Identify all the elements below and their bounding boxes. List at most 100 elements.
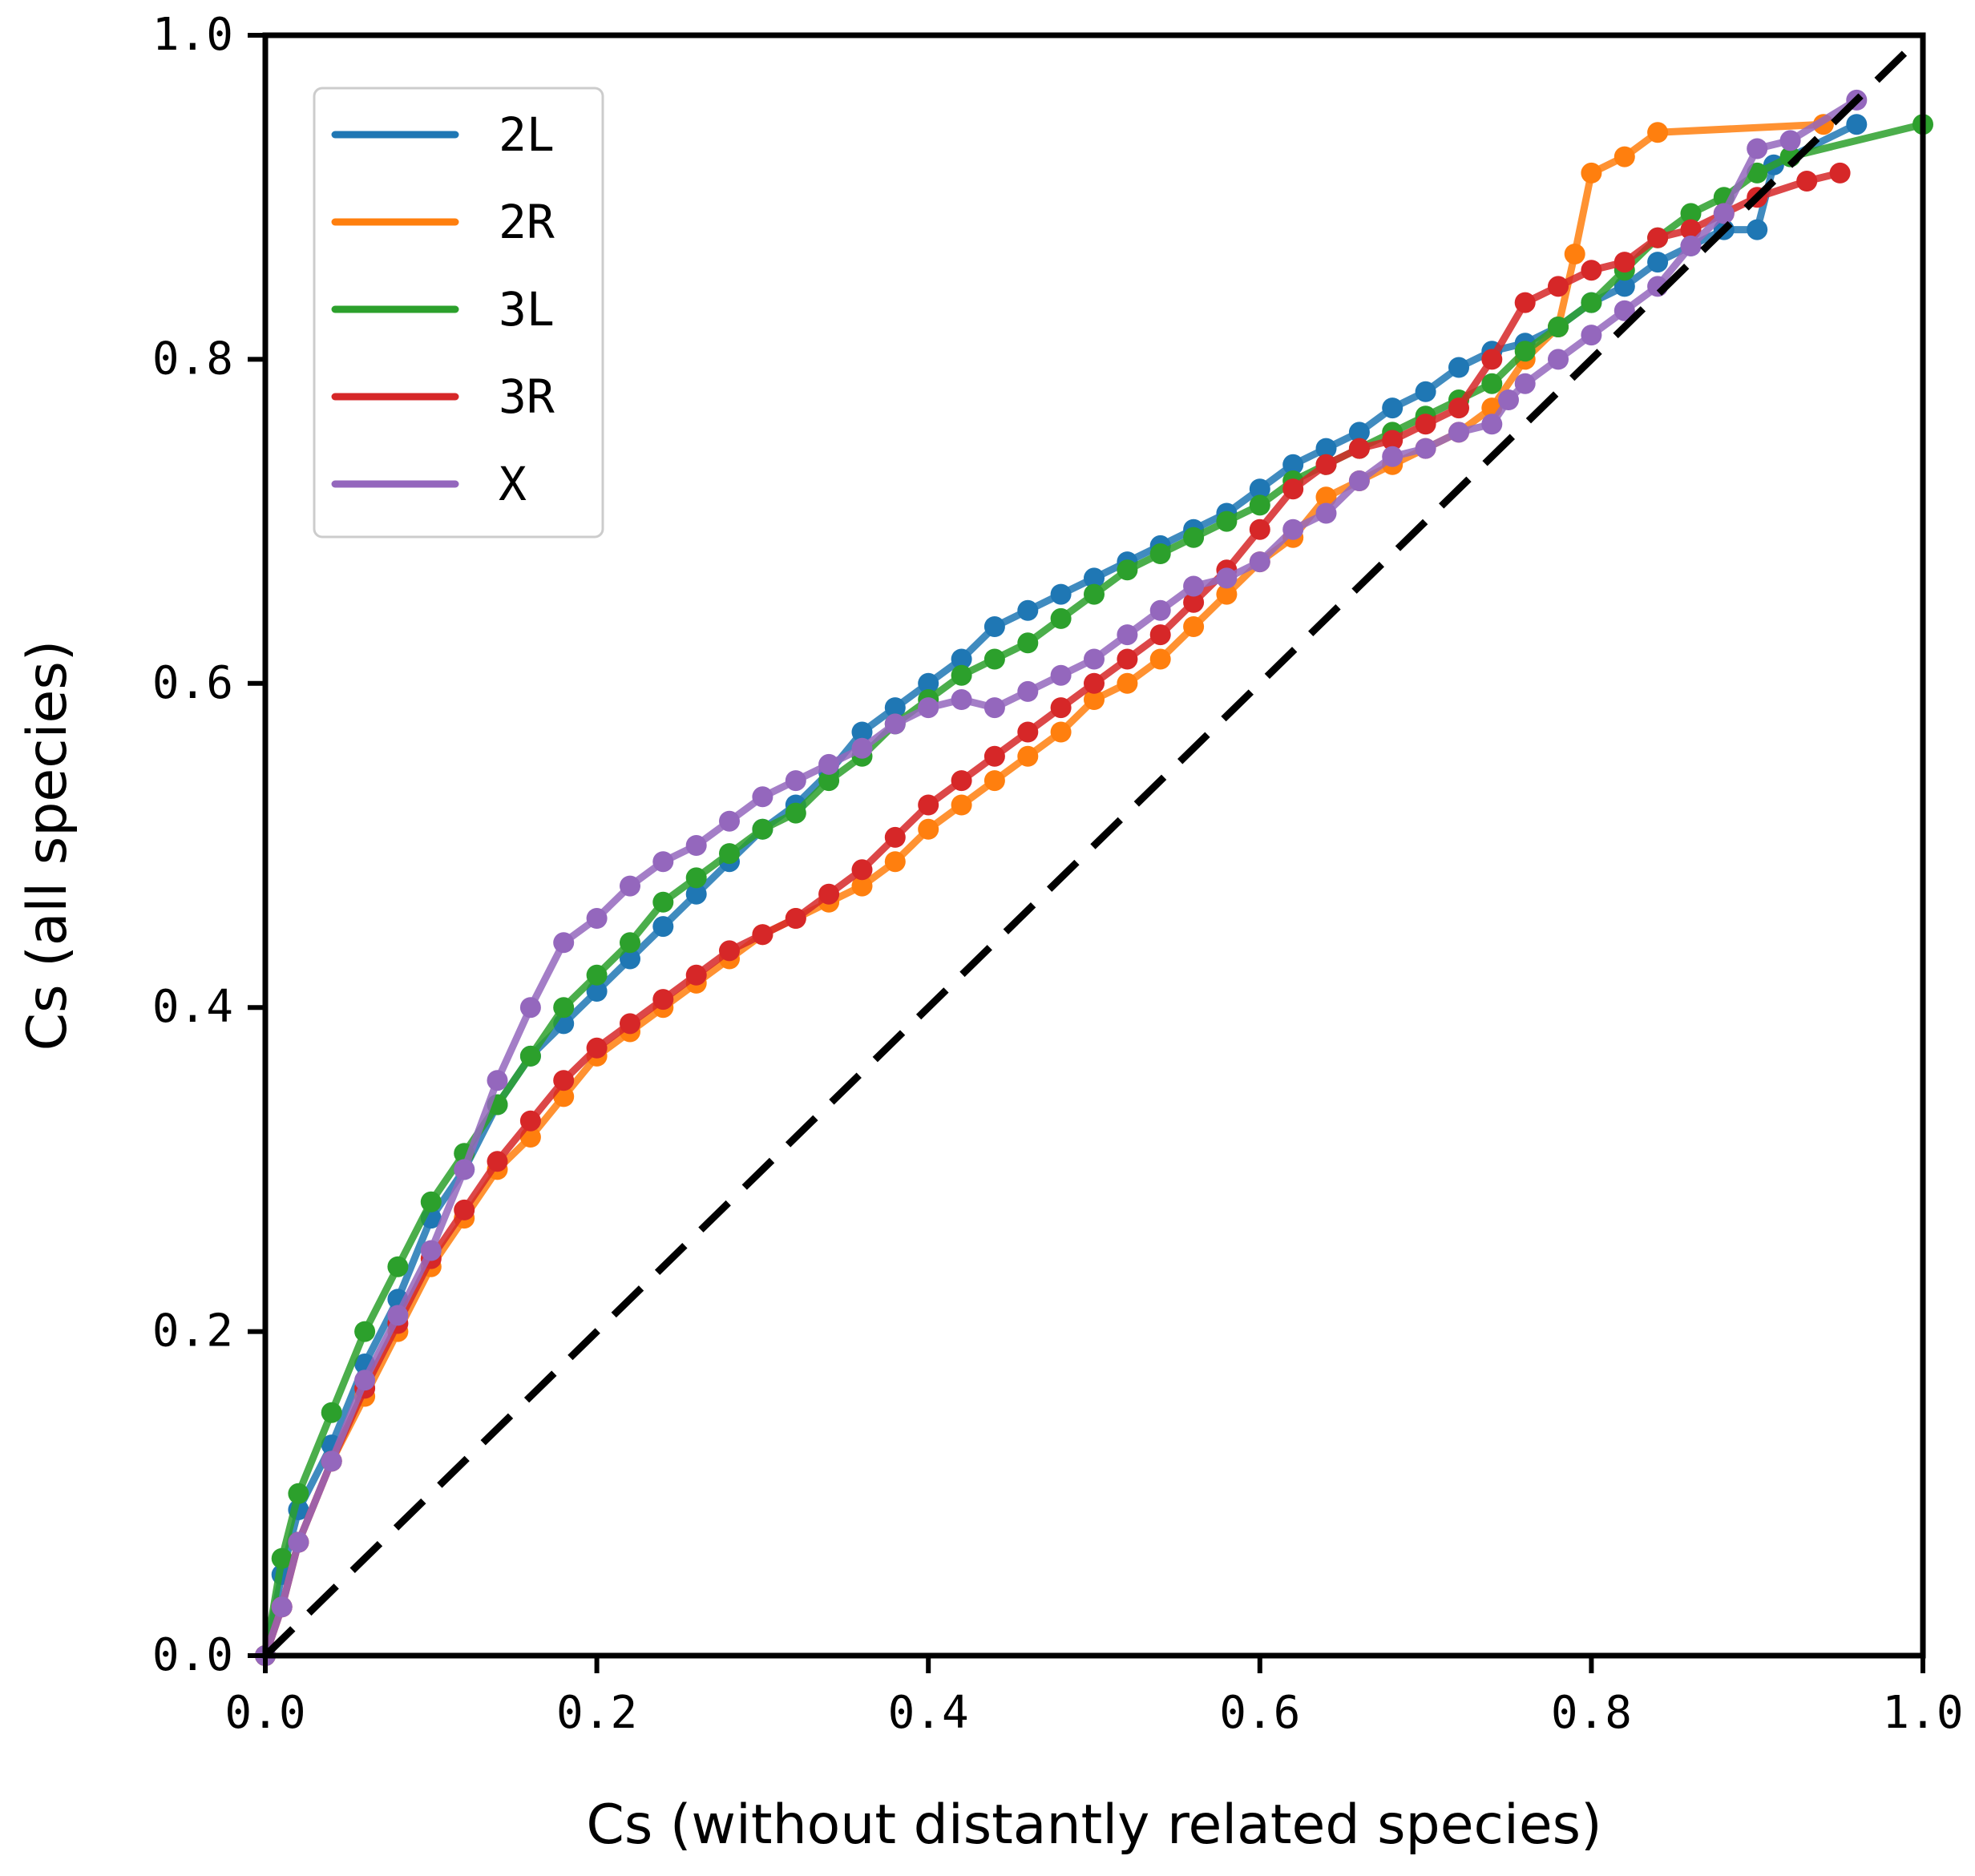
legend: 2L 2R 3L 3R X (313, 87, 604, 539)
data-point-X (454, 1159, 475, 1180)
data-point-X (586, 908, 608, 929)
legend-label-2R: 2R (499, 195, 555, 249)
data-point-3L (288, 1483, 309, 1504)
data-point-2R (1117, 672, 1138, 694)
data-point-3R (487, 1151, 508, 1172)
data-point-3L (1216, 510, 1238, 532)
data-point-2L (1448, 357, 1469, 378)
data-point-3L (719, 843, 740, 865)
data-point-3L (387, 1256, 409, 1277)
data-point-X (1614, 300, 1635, 321)
data-point-3L (1581, 292, 1602, 313)
data-point-X (818, 753, 840, 775)
data-point-3R (951, 770, 972, 792)
data-point-3L (620, 932, 640, 954)
data-point-X (1548, 349, 1569, 370)
data-point-3R (1796, 171, 1818, 192)
data-point-2L (1017, 599, 1039, 621)
data-point-X (1348, 470, 1370, 491)
plot-frame (262, 32, 1926, 1659)
data-point-X (420, 1240, 442, 1261)
data-point-X (1747, 138, 1768, 159)
series-line-2R (261, 120, 1828, 1660)
data-point-X (785, 770, 806, 792)
data-point-3R (1117, 648, 1138, 670)
data-point-3R (918, 794, 939, 816)
data-point-3R (1348, 438, 1370, 459)
data-point-X (553, 932, 575, 954)
data-point-3L (951, 664, 972, 686)
data-point-2L (1382, 397, 1404, 419)
data-point-3R (1382, 430, 1404, 451)
data-point-2R (951, 794, 972, 816)
data-point-3R (652, 989, 674, 1011)
data-point-X (1448, 422, 1469, 443)
data-point-2L (983, 616, 1005, 637)
data-point-X (918, 697, 939, 719)
data-point-2R (1647, 122, 1669, 143)
data-point-3L (1017, 632, 1039, 654)
data-point-3L (1747, 162, 1768, 184)
data-point-2R (851, 875, 873, 897)
data-point-3R (719, 940, 740, 962)
data-point-X (1050, 664, 1072, 686)
data-point-3R (586, 1037, 608, 1059)
data-point-2L (851, 721, 873, 743)
data-point-3R (1581, 260, 1602, 281)
data-point-X (983, 697, 1005, 719)
data-point-2L (1282, 454, 1304, 475)
data-point-2R (1050, 721, 1072, 743)
data-point-X (752, 786, 773, 808)
data-point-3R (818, 883, 840, 905)
data-point-3L (1050, 607, 1072, 629)
data-point-3L (1481, 373, 1503, 394)
y-axis-title: Cs (all species) (16, 640, 79, 1051)
legend-label-3R: 3R (499, 369, 555, 424)
data-point-2L (884, 697, 906, 719)
data-point-X (884, 713, 906, 735)
data-point-2R (1614, 146, 1635, 167)
data-point-3L (983, 648, 1005, 670)
y-tick-label: 0.4 (152, 981, 233, 1033)
data-point-X (951, 689, 972, 710)
data-point-3R (685, 964, 707, 986)
data-point-3L (420, 1191, 442, 1212)
series-layer (255, 89, 1933, 1666)
data-point-X (1084, 648, 1105, 670)
data-point-2L (1614, 276, 1635, 297)
data-point-3L (785, 802, 806, 824)
data-point-3L (586, 964, 608, 986)
series-X (255, 89, 1868, 1666)
data-point-2R (884, 851, 906, 873)
data-point-3R (620, 1013, 640, 1035)
x-tick-label: 0.4 (888, 1687, 969, 1739)
data-point-X (288, 1531, 309, 1553)
data-point-3L (1183, 526, 1205, 548)
data-point-X (1779, 130, 1801, 151)
data-point-3L (1514, 341, 1536, 362)
data-point-2R (1315, 486, 1337, 508)
data-point-X (1680, 235, 1702, 256)
data-point-3R (454, 1199, 475, 1220)
data-point-2L (1249, 478, 1270, 500)
data-point-2R (1216, 583, 1238, 605)
data-point-2L (1846, 114, 1868, 135)
data-point-2L (1315, 438, 1337, 459)
data-point-3R (884, 826, 906, 848)
data-point-3R (851, 859, 873, 881)
data-point-2R (983, 770, 1005, 792)
data-point-2R (1017, 745, 1039, 767)
data-point-3R (1050, 697, 1072, 719)
data-point-3R (1149, 624, 1171, 646)
data-point-X (719, 810, 740, 832)
data-point-3L (652, 891, 674, 913)
data-point-X (321, 1450, 342, 1472)
data-point-3L (354, 1321, 376, 1342)
data-point-2L (918, 672, 939, 694)
data-point-2L (685, 883, 707, 905)
data-point-3R (553, 1070, 575, 1091)
data-point-3L (553, 997, 575, 1019)
data-point-X (1498, 389, 1519, 410)
data-point-X (1117, 624, 1138, 646)
data-point-X (1249, 551, 1270, 573)
